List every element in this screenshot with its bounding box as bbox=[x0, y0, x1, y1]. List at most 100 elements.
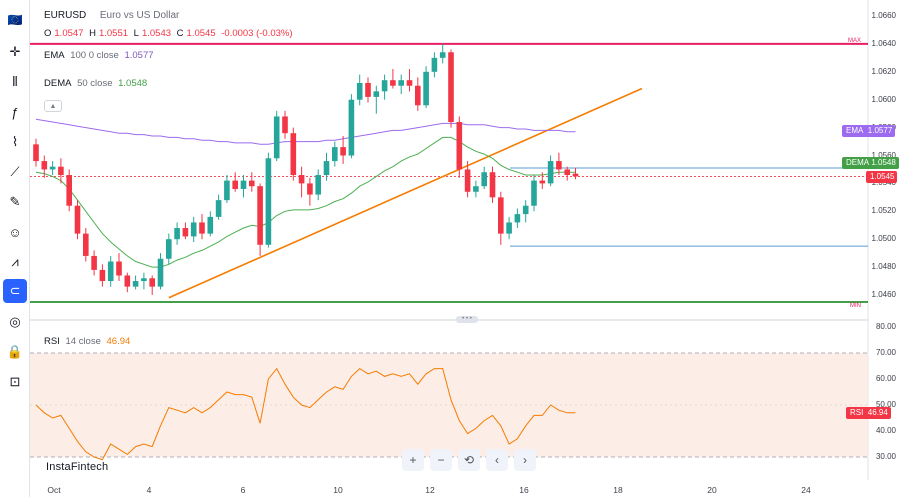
candle-body bbox=[556, 161, 562, 170]
scroll-right-button[interactable]: › bbox=[514, 449, 536, 471]
rsi-params: 14 close bbox=[65, 336, 101, 347]
candle-body bbox=[83, 233, 89, 256]
ema-line bbox=[35, 118, 576, 145]
candle-body bbox=[157, 258, 164, 287]
candles-icon[interactable]: ⫴ bbox=[12, 74, 18, 89]
candle-body bbox=[390, 80, 396, 86]
candle-body bbox=[456, 122, 463, 170]
candle-body bbox=[439, 52, 446, 58]
symbol-legend: EURUSD Euro vs US Dollar bbox=[44, 10, 182, 21]
symbol-ticker[interactable]: EURUSD bbox=[44, 10, 87, 21]
rsi-value-tag: RSI 46.94 bbox=[846, 407, 891, 419]
low-label: L bbox=[133, 28, 139, 39]
candle-body bbox=[381, 80, 388, 92]
pane-resize-handle[interactable]: • • • bbox=[456, 316, 478, 323]
dema-legend[interactable]: DEMA 50 close 1.0548 bbox=[44, 78, 150, 89]
candle-body bbox=[41, 161, 48, 170]
zoom-out-button[interactable]: − bbox=[430, 449, 452, 471]
rsi-value: 46.94 bbox=[106, 336, 131, 347]
candle-body bbox=[116, 261, 122, 276]
candle-body bbox=[340, 147, 346, 156]
symbol-description: Euro vs US Dollar bbox=[99, 10, 180, 21]
trend-line bbox=[168, 87, 643, 299]
ruler-icon[interactable]: ⟋ bbox=[10, 164, 20, 179]
candle-body bbox=[415, 85, 421, 106]
candle-body bbox=[273, 116, 280, 159]
date-tick-label: 12 bbox=[425, 485, 435, 495]
ema-legend[interactable]: EMA 100 0 close 1.0577 bbox=[44, 50, 157, 61]
price-tick-label: 1.0560 bbox=[871, 150, 896, 160]
measure-icon[interactable]: ⩘ bbox=[11, 254, 19, 269]
crosshair-icon[interactable]: ✛ bbox=[9, 44, 21, 59]
scroll-left-button[interactable]: ‹ bbox=[486, 449, 508, 471]
price-tick-label: 1.0460 bbox=[871, 290, 896, 299]
rsi-tick-label: 30.00 bbox=[875, 452, 896, 461]
date-tick-label: 4 bbox=[146, 485, 152, 495]
ema-name: EMA bbox=[44, 50, 65, 61]
candle-body bbox=[431, 57, 438, 72]
rsi-legend[interactable]: RSI 14 close 46.94 bbox=[44, 336, 133, 347]
candle-body bbox=[58, 166, 64, 176]
price-tick-label: 1.0640 bbox=[871, 38, 896, 48]
reset-chart-button[interactable]: ⟲ bbox=[458, 449, 480, 471]
high-value: 1.0551 bbox=[98, 28, 129, 39]
candle-body bbox=[257, 186, 263, 245]
price-tick-label: 1.0520 bbox=[871, 206, 896, 216]
candle-body bbox=[307, 183, 313, 195]
candle-body bbox=[141, 278, 147, 282]
dema-line bbox=[35, 136, 576, 268]
price-tick-label: 1.0620 bbox=[871, 66, 896, 76]
rsi-band bbox=[30, 353, 868, 457]
candle-body bbox=[74, 205, 81, 234]
max-marker: MAX bbox=[848, 38, 862, 44]
candle-body bbox=[448, 52, 454, 123]
eye-icon[interactable]: ◎ bbox=[9, 314, 21, 329]
candle-body bbox=[498, 197, 504, 234]
lock-icon[interactable]: 🔒 bbox=[6, 344, 24, 359]
candle-body bbox=[464, 169, 471, 192]
candle-body bbox=[481, 172, 487, 187]
date-tick-label: Oct bbox=[47, 485, 61, 495]
price-tick-label: 1.0480 bbox=[871, 262, 896, 272]
ema-value: 1.0577 bbox=[124, 50, 154, 61]
candle-body bbox=[522, 205, 529, 215]
brush-icon[interactable]: ✎ bbox=[9, 194, 21, 209]
price-tick-label: 1.0660 bbox=[871, 11, 896, 20]
ohlc-legend: O 1.0547 H 1.0551 L 1.0543 C 1.0545 -0.0003 … bbox=[44, 28, 296, 39]
candle-body bbox=[332, 147, 338, 162]
candle-body bbox=[124, 275, 131, 287]
fx-icon[interactable]: ƒ bbox=[11, 104, 19, 120]
emoji-icon[interactable]: ☺ bbox=[8, 224, 22, 240]
date-tick-label: 16 bbox=[519, 485, 529, 495]
magnet-icon[interactable]: ⊂ bbox=[3, 279, 27, 303]
candle-body bbox=[265, 158, 272, 245]
zoom-in-button[interactable]: + bbox=[402, 449, 424, 471]
last-price-tag: 1.0545 bbox=[866, 171, 898, 183]
pattern-icon[interactable]: ⌇ bbox=[11, 134, 19, 149]
flag-icon[interactable]: 🇪🇺 bbox=[7, 13, 23, 27]
open-value: 1.0547 bbox=[54, 28, 84, 39]
candle-body bbox=[373, 91, 380, 97]
candle-body bbox=[572, 173, 579, 177]
high-label: H bbox=[89, 28, 96, 39]
candle-body bbox=[66, 175, 72, 206]
collapse-legend-button[interactable]: ▲ bbox=[44, 100, 62, 112]
candle-body bbox=[91, 255, 97, 270]
candle-body bbox=[240, 180, 247, 189]
rsi-tick-label: 60.00 bbox=[875, 374, 896, 383]
min-marker: MIN bbox=[850, 303, 861, 309]
low-value: 1.0543 bbox=[141, 28, 172, 39]
candle-body bbox=[190, 222, 197, 237]
candle-body bbox=[149, 278, 155, 287]
candle-body bbox=[323, 161, 330, 176]
camera-icon[interactable]: ⊡ bbox=[9, 374, 21, 389]
price-tick-label: 1.0500 bbox=[871, 234, 896, 244]
close-value: 1.0545 bbox=[186, 28, 216, 39]
close-label: C bbox=[176, 28, 184, 39]
candle-body bbox=[290, 133, 297, 176]
candle-body bbox=[406, 80, 413, 86]
candle-body bbox=[423, 71, 429, 106]
date-tick-label: 24 bbox=[801, 485, 811, 495]
